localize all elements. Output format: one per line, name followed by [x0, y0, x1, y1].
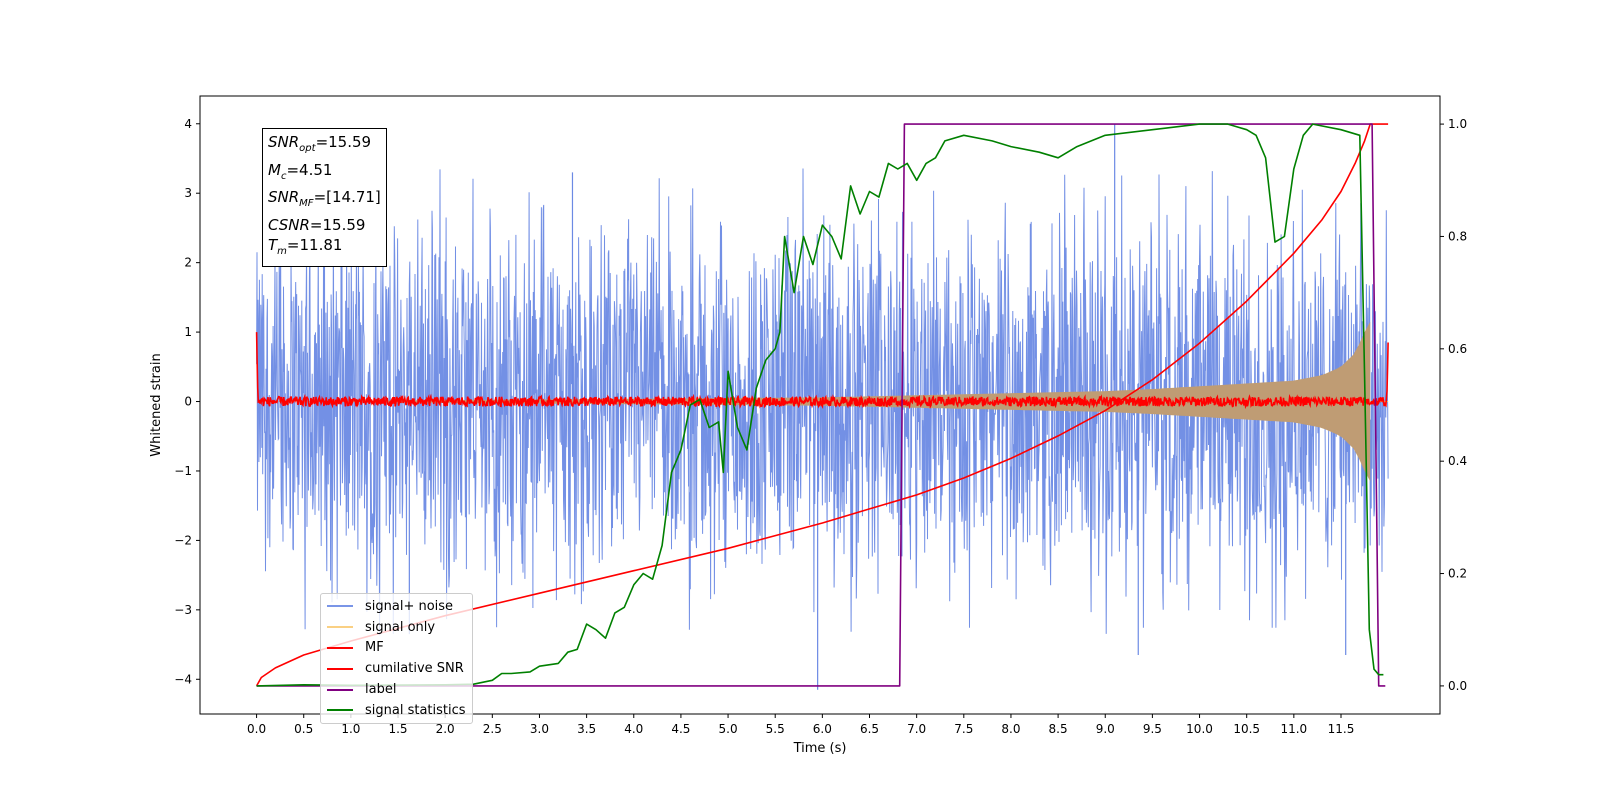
legend-label: label [365, 682, 397, 698]
series-layer [255, 123, 1389, 690]
legend-swatch [327, 688, 353, 691]
stat-line: Mc=4.51 [268, 160, 381, 188]
x-tick-label: 4.5 [671, 722, 690, 736]
x-tick-label: 3.0 [530, 722, 549, 736]
x-tick-label: 7.5 [954, 722, 973, 736]
x-axis-label: Time (s) [793, 741, 847, 756]
x-tick-label: 8.0 [1001, 722, 1020, 736]
x-tick-label: 9.0 [1096, 722, 1115, 736]
legend-swatch [327, 626, 353, 629]
plot-frame [199, 95, 1441, 715]
legend-entry: MF [327, 638, 466, 659]
y-tick-label: 2 [184, 256, 192, 270]
y2-tick-label: 0.6 [1448, 342, 1467, 356]
stat-subscript: opt [299, 143, 316, 154]
legend-label: cumilative SNR [365, 661, 464, 677]
x-tick-label: 10.0 [1186, 722, 1213, 736]
stat-value: =4.51 [286, 160, 333, 179]
y2-tick-label: 0.8 [1448, 229, 1467, 243]
legend-label: signal+ noise [365, 598, 454, 614]
x-tick-label: 2.0 [436, 722, 455, 736]
y-tick-label: −2 [174, 533, 192, 547]
stat-line: SNRopt=15.59 [268, 132, 381, 160]
x-tick-label: 7.0 [907, 722, 926, 736]
noise-trace [256, 168, 1389, 636]
x-tick-label: 6.0 [813, 722, 832, 736]
series-label [256, 123, 1386, 687]
legend-label: signal only [365, 619, 436, 635]
x-tick-label: 5.0 [719, 722, 738, 736]
series-line [256, 123, 1384, 687]
x-tick-label: 0.5 [294, 722, 313, 736]
y-tick-label: −4 [174, 672, 192, 686]
y2-axis-right: 1.0 0.8 0.6 0.4 0.2 0.0 [1440, 117, 1467, 693]
y-tick-label: 0 [184, 395, 192, 409]
legend-entry: signal statistics [327, 700, 466, 721]
legend-label: signal statistics [365, 702, 466, 718]
series-line [256, 123, 1386, 687]
stats-annotation-box: SNRopt=15.59 Mc=4.51 SNRMF=[14.71] CSNR=15.… [262, 128, 387, 267]
mf-trace [255, 332, 1389, 410]
x-tick-label: 6.5 [860, 722, 879, 736]
x-tick-label: 11.5 [1328, 722, 1355, 736]
stat-symbol: CSNR [268, 215, 310, 234]
x-tick-label: 1.0 [341, 722, 360, 736]
x-tick-label: 9.5 [1143, 722, 1162, 736]
y-tick-label: −3 [174, 603, 192, 617]
legend-entry: signal+ noise [327, 596, 466, 617]
stat-value: =15.59 [309, 215, 366, 234]
x-tick-label: 2.5 [483, 722, 502, 736]
legend-entry: cumilative SNR [327, 658, 466, 679]
legend-swatch [327, 709, 353, 712]
stat-subscript: c [280, 170, 287, 182]
stat-value: =15.59 [315, 133, 372, 151]
x-axis: 0.0 0.5 1.0 1.5 2.0 2.5 3.0 3.5 4.0 4.5 5.0 5.5 6.0 6… [247, 714, 1354, 736]
series-signal-statistics [256, 123, 1384, 687]
y-axis-label: Whitened strain [149, 353, 164, 456]
x-tick-label: 0.0 [247, 722, 266, 736]
stat-symbol: T [268, 236, 278, 254]
x-tick-label: 3.5 [577, 722, 596, 736]
stat-symbol: M [268, 160, 281, 179]
y2-tick-label: 0.0 [1448, 679, 1467, 693]
series-signal-noise [256, 123, 1389, 690]
y-tick-label: 4 [184, 117, 192, 131]
stat-value: =11.81 [286, 236, 343, 254]
legend-label: MF [365, 640, 384, 656]
stat-line: SNRMF=[14.71] [268, 187, 381, 215]
y-tick-label: 1 [184, 325, 192, 339]
legend-swatch [327, 605, 353, 608]
legend-swatch [327, 667, 353, 670]
x-tick-label: 11.0 [1280, 722, 1307, 736]
stat-subscript: MF [299, 198, 314, 209]
stat-symbol: SNR [268, 188, 300, 206]
x-tick-label: 1.5 [388, 722, 407, 736]
legend-swatch [327, 646, 353, 649]
legend: signal+ noise signal only MF cumilative SNR… [320, 593, 473, 724]
stat-line: CSNR=15.59 [268, 215, 381, 236]
y-tick-label: 3 [184, 186, 192, 200]
y2-tick-label: 0.4 [1448, 454, 1467, 468]
legend-entry: signal only [327, 617, 466, 638]
y2-tick-label: 0.2 [1448, 567, 1467, 581]
stat-subscript: m [277, 246, 287, 257]
x-tick-label: 4.0 [624, 722, 643, 736]
x-tick-label: 5.5 [766, 722, 785, 736]
y2-tick-label: 1.0 [1448, 117, 1467, 131]
stat-value: =[14.71] [313, 188, 381, 206]
y-axis: 4 3 2 1 0 −1 −2 −3 −4 [174, 117, 200, 686]
series-mf [255, 332, 1389, 410]
legend-entry: label [327, 679, 466, 700]
x-tick-label: 10.5 [1233, 722, 1260, 736]
x-tick-label: 8.5 [1049, 722, 1068, 736]
stat-line: Tm=11.81 [268, 235, 381, 263]
y-tick-label: −1 [174, 464, 192, 478]
stat-symbol: SNR [268, 133, 300, 151]
